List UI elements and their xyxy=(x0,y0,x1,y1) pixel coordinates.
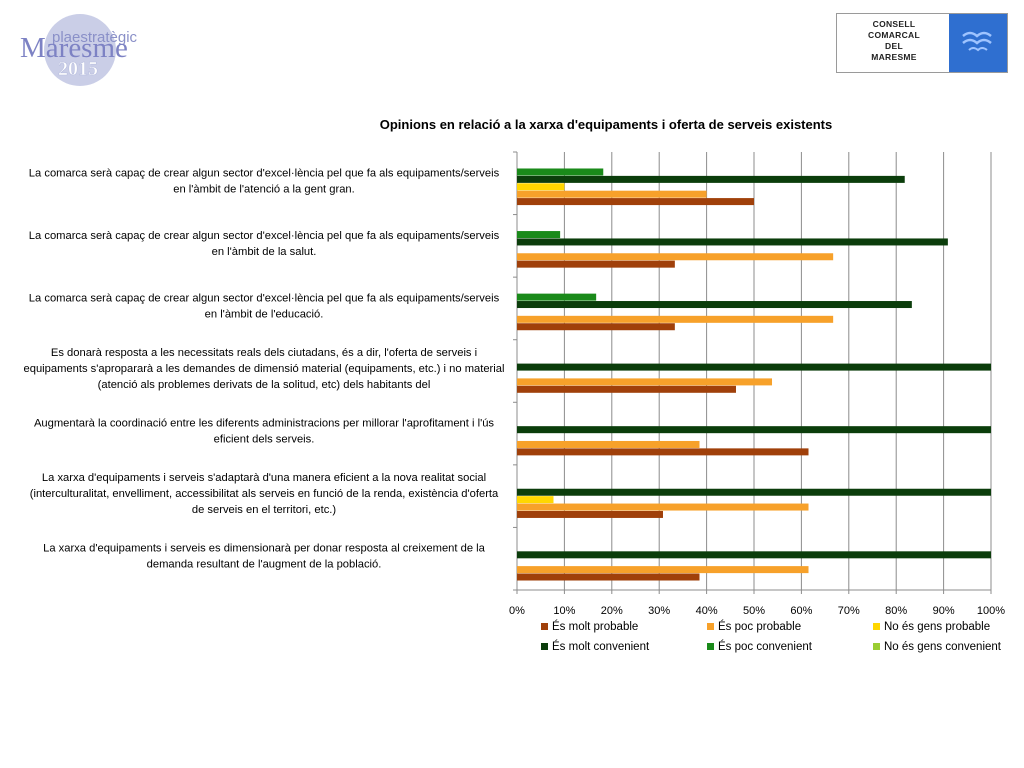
category-label: La comarca serà capaç de crear algun sec… xyxy=(29,292,500,304)
bar--s-molt-convenient xyxy=(517,301,912,309)
category-label: La comarca serà capaç de crear algun sec… xyxy=(29,167,500,179)
legend-swatch xyxy=(541,643,548,650)
bar--s-molt-convenient xyxy=(517,363,991,371)
bar--s-poc-probable xyxy=(517,440,700,448)
bar--s-poc-probable xyxy=(517,566,809,574)
x-tick-label: 60% xyxy=(790,605,812,617)
bar--s-poc-convenient xyxy=(517,293,597,301)
x-tick-label: 70% xyxy=(838,605,860,617)
bar--s-poc-probable xyxy=(517,378,773,386)
x-tick-label: 30% xyxy=(648,605,670,617)
bar--s-molt-convenient xyxy=(517,238,948,246)
category-label: La comarca serà capaç de crear algun sec… xyxy=(29,230,500,242)
legend-label: És poc convenient xyxy=(718,640,813,653)
logo-text-line3: 2015 xyxy=(58,58,98,80)
chart-title: Opinions en relació a la xarxa d'equipam… xyxy=(380,117,833,132)
bar--s-molt-convenient xyxy=(517,488,991,496)
legend-swatch xyxy=(707,623,714,630)
bar--s-poc-probable xyxy=(517,315,834,323)
category-label: demanda resultant de l'augment de la pob… xyxy=(147,559,382,571)
category-label: de serveis en el territori, etc.) xyxy=(192,504,337,516)
bar--s-molt-probable xyxy=(517,323,675,331)
category-label: La xarxa d'equipaments i serveis s'adapt… xyxy=(42,472,486,484)
maresme-emblem-icon xyxy=(949,14,1007,72)
x-tick-label: 80% xyxy=(885,605,907,617)
bar--s-poc-probable xyxy=(517,190,707,198)
bar--s-molt-probable xyxy=(517,448,809,456)
bar--s-molt-convenient xyxy=(517,175,905,183)
logo-right-line2: COMARCAL xyxy=(868,30,920,40)
logo-text-line2: Maresme xyxy=(20,32,128,64)
category-label: eficient dels serveis. xyxy=(214,434,315,446)
x-tick-label: 0% xyxy=(509,605,525,617)
logo-right-line3: DEL xyxy=(885,41,903,51)
category-label: en l'àmbit de l'educació. xyxy=(205,308,324,320)
logo-right-line1: CONSELL xyxy=(872,19,916,29)
logo-text-line1: plaestratègic xyxy=(52,29,138,46)
bar--s-molt-probable xyxy=(517,573,700,581)
plaestrategic-logo: plaestratègic Maresme 2015 xyxy=(14,10,144,90)
category-label: en l'àmbit de l'atenció a la gent gran. xyxy=(173,183,355,195)
legend-swatch xyxy=(707,643,714,650)
legend-swatch xyxy=(873,643,880,650)
legend-label: No és gens probable xyxy=(884,621,990,633)
bar--s-molt-probable xyxy=(517,510,663,518)
bar--s-molt-probable xyxy=(517,198,754,206)
x-tick-label: 100% xyxy=(977,605,1005,617)
category-label: (interculturalitat, envelliment, accessi… xyxy=(30,488,499,500)
legend-label: És molt probable xyxy=(552,620,638,633)
x-tick-label: 40% xyxy=(696,605,718,617)
category-label: La xarxa d'equipaments i serveis es dime… xyxy=(43,543,486,555)
x-tick-label: 90% xyxy=(933,605,955,617)
category-label: equipaments s'apropararà a les demandes … xyxy=(24,363,505,375)
category-label: en l'àmbit de la salut. xyxy=(212,246,317,258)
x-tick-label: 10% xyxy=(553,605,575,617)
legend-label: És molt convenient xyxy=(552,640,650,653)
bar--s-molt-convenient xyxy=(517,551,991,559)
bar--s-molt-convenient xyxy=(517,426,991,434)
category-label: (atenció als problemes derivats de la so… xyxy=(98,379,431,391)
bar-no-s-gens-probable xyxy=(517,183,565,191)
legend-label: No és gens convenient xyxy=(884,641,1002,653)
x-tick-label: 50% xyxy=(743,605,765,617)
bar-no-s-gens-probable xyxy=(517,496,554,504)
category-label: Augmentarà la coordinació entre les dife… xyxy=(34,418,494,430)
consell-comarcal-logo: CONSELL COMARCAL DEL MARESME xyxy=(836,13,1008,73)
bar--s-poc-probable xyxy=(517,253,834,261)
legend-label: És poc probable xyxy=(718,620,801,633)
category-label: Es donarà resposta a les necessitats rea… xyxy=(51,347,477,359)
legend-swatch xyxy=(873,623,880,630)
bar--s-poc-probable xyxy=(517,503,809,511)
legend-swatch xyxy=(541,623,548,630)
logo-right-line4: MARESME xyxy=(871,52,917,62)
bar--s-molt-probable xyxy=(517,385,736,393)
bar--s-molt-probable xyxy=(517,260,675,268)
bar--s-poc-convenient xyxy=(517,231,561,239)
x-tick-label: 20% xyxy=(601,605,623,617)
bar--s-poc-convenient xyxy=(517,168,604,176)
